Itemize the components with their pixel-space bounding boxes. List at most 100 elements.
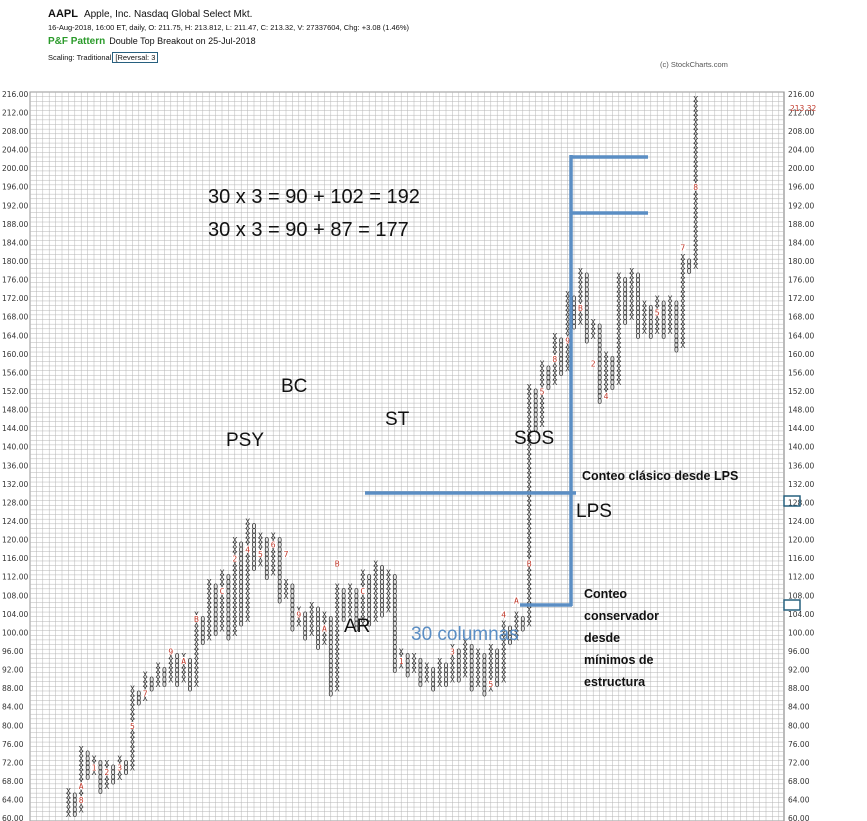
- x-box: X: [693, 104, 698, 113]
- x-box: X: [309, 620, 314, 629]
- left-tick-label: 160.00: [2, 350, 28, 359]
- o-box: O: [597, 341, 602, 350]
- x-box: X: [629, 290, 634, 299]
- x-box: X: [335, 606, 340, 615]
- o-box: O: [546, 374, 551, 383]
- x-box: X: [616, 285, 621, 294]
- o-box: O: [226, 601, 231, 610]
- x-box: X: [373, 615, 378, 624]
- right-tick-label: 184.00: [788, 238, 814, 247]
- o-box: O: [303, 624, 308, 633]
- o-box: O: [341, 606, 346, 615]
- o-box: O: [533, 397, 538, 406]
- left-tick-label: 80.00: [2, 721, 24, 730]
- o-box: O: [533, 411, 538, 420]
- x-box: X: [194, 657, 199, 666]
- o-box: O: [648, 309, 653, 318]
- o-box: O: [239, 578, 244, 587]
- month-marker-bg: [78, 782, 85, 790]
- x-box: X: [655, 313, 660, 322]
- o-box: O: [623, 276, 628, 285]
- o-box: O: [610, 360, 615, 369]
- x-box: X: [527, 522, 532, 531]
- x-box: X: [501, 675, 506, 684]
- x-box: X: [194, 620, 199, 629]
- x-box: X: [616, 322, 621, 331]
- label-sos: SOS: [514, 428, 554, 449]
- o-box: O: [72, 805, 77, 814]
- o-box: O: [226, 615, 231, 624]
- x-box: X: [284, 583, 289, 592]
- o-box: O: [508, 638, 513, 647]
- o-box: O: [367, 601, 372, 610]
- x-box: X: [552, 336, 557, 345]
- x-box: X: [565, 364, 570, 373]
- o-box: O: [264, 536, 269, 545]
- x-box: X: [130, 685, 135, 694]
- x-box: X: [540, 360, 545, 369]
- right-tick-label: 152.00: [788, 387, 814, 396]
- x-box: X: [130, 713, 135, 722]
- x-box: X: [386, 601, 391, 610]
- o-box: O: [610, 383, 615, 392]
- x-box: X: [693, 123, 698, 132]
- o-box: O: [584, 327, 589, 336]
- x-box: X: [130, 764, 135, 773]
- o-box: O: [392, 596, 397, 605]
- x-box: X: [450, 652, 455, 661]
- x-box: X: [565, 327, 570, 336]
- o-box: O: [380, 610, 385, 619]
- month-marker-bg: [180, 656, 187, 665]
- x-box: X: [680, 313, 685, 322]
- x-box: X: [143, 675, 148, 684]
- o-box: O: [277, 578, 282, 587]
- o-box: O: [482, 666, 487, 675]
- x-box: X: [680, 309, 685, 318]
- o-box: O: [290, 592, 295, 601]
- right-tick-label: 64.00: [788, 796, 810, 805]
- o-box: O: [367, 615, 372, 624]
- x-box: X: [194, 648, 199, 657]
- x-box: X: [373, 587, 378, 596]
- o-box: O: [674, 309, 679, 318]
- month-marker: 7: [143, 689, 148, 698]
- x-box: X: [501, 648, 506, 657]
- o-box: O: [597, 374, 602, 383]
- o-box: O: [431, 685, 436, 694]
- x-box: X: [194, 610, 199, 619]
- x-box: X: [578, 313, 583, 322]
- o-box: O: [687, 257, 692, 266]
- o-box: O: [239, 610, 244, 619]
- x-box: X: [207, 610, 212, 619]
- x-box: X: [463, 671, 468, 680]
- x-box: X: [552, 369, 557, 378]
- o-box: O: [636, 290, 641, 299]
- x-box: X: [514, 615, 519, 624]
- x-box: X: [66, 796, 71, 805]
- month-marker: A: [181, 657, 186, 666]
- x-box: X: [616, 336, 621, 345]
- x-box: X: [386, 592, 391, 601]
- left-tick-label: 128.00: [2, 498, 28, 507]
- right-tick-label: 180.00: [788, 257, 814, 266]
- o-box: O: [264, 569, 269, 578]
- x-box: X: [79, 773, 84, 782]
- o-box: O: [354, 615, 359, 624]
- o-box: O: [354, 592, 359, 601]
- o-box: O: [277, 573, 282, 582]
- x-box: X: [245, 555, 250, 564]
- left-tick-label: 180.00: [2, 257, 28, 266]
- x-box: X: [156, 675, 161, 684]
- o-box: O: [367, 592, 372, 601]
- right-tick-label: 168.00: [788, 313, 814, 322]
- x-box: X: [232, 601, 237, 610]
- o-box: O: [239, 559, 244, 568]
- o-box: O: [469, 680, 474, 689]
- x-box: X: [616, 299, 621, 308]
- right-tick-label: 92.00: [788, 666, 810, 675]
- x-box: X: [629, 313, 634, 322]
- left-tick-label: 100.00: [2, 628, 28, 637]
- o-box: O: [98, 764, 103, 773]
- x-box: X: [463, 638, 468, 647]
- x-box: X: [335, 666, 340, 675]
